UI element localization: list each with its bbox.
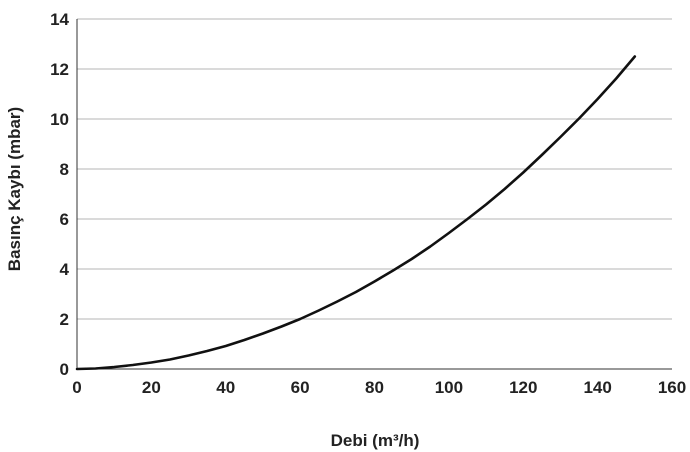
x-tick-label: 20 (142, 378, 161, 397)
y-tick-label: 10 (50, 110, 69, 129)
y-tick-labels: 0 2 4 6 8 10 12 14 (50, 10, 69, 379)
y-axis-title: Basınç Kaybı (mbar) (5, 107, 24, 271)
x-tick-label: 0 (72, 378, 81, 397)
grid-lines (77, 18, 672, 320)
x-tick-label: 100 (435, 378, 463, 397)
y-tick-label: 4 (60, 260, 70, 279)
x-tick-label: 160 (658, 378, 686, 397)
y-tick-label: 2 (60, 310, 69, 329)
y-tick-label: 14 (50, 10, 69, 29)
y-tick-label: 8 (60, 160, 69, 179)
x-tick-label: 40 (216, 378, 235, 397)
x-tick-label: 120 (509, 378, 537, 397)
series-line (75, 55, 637, 371)
x-tick-label: 80 (365, 378, 384, 397)
y-tick-label: 12 (50, 60, 69, 79)
y-tick-label: 6 (60, 210, 69, 229)
x-tick-label: 60 (291, 378, 310, 397)
x-tick-label: 140 (583, 378, 611, 397)
x-axis-title: Debi (m³/h) (331, 431, 420, 450)
x-tick-labels: 0 20 40 60 80 100 120 140 160 (72, 378, 686, 397)
y-tick-label: 0 (60, 360, 69, 379)
